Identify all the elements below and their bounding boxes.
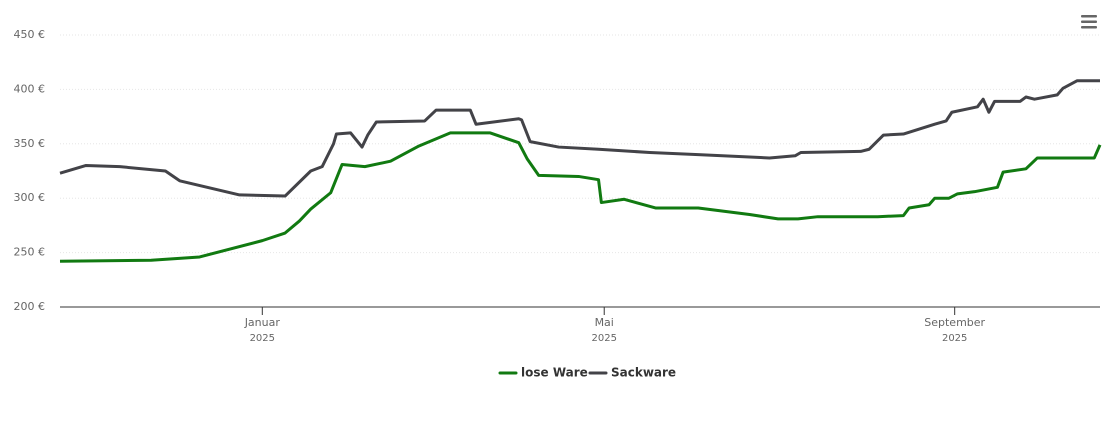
series-line [59,131,1102,263]
y-tick-label: 400 € [14,82,46,95]
x-tick-sublabel: 2025 [591,333,616,344]
legend-label[interactable]: lose Ware [521,366,588,380]
menu-icon[interactable] [1081,15,1097,29]
y-tick-label: 450 € [14,28,46,41]
y-tick-label: 200 € [14,300,46,313]
y-tick-label: 350 € [14,137,46,150]
x-tick-sublabel: 2025 [942,333,967,344]
y-tick-label: 300 € [14,191,46,204]
x-tick-sublabel: 2025 [250,333,275,344]
x-tick-label: Mai [595,316,614,329]
legend: lose Ware Sackware [498,366,676,380]
x-tick-label: September [924,316,985,329]
x-tick-label: Januar [244,316,281,329]
y-tick-label: 250 € [14,246,46,259]
legend-label[interactable]: Sackware [611,366,676,380]
series-line [59,79,1100,198]
